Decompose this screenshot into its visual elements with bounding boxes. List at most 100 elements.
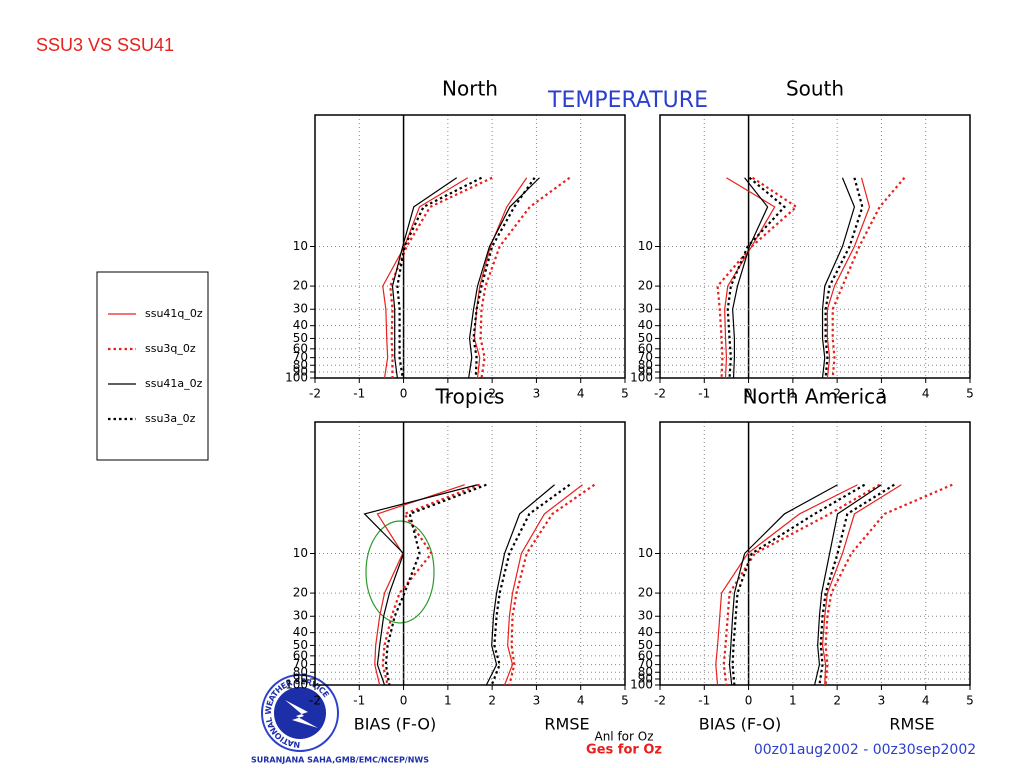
rmse-line [821,484,902,686]
x-tick-label: 2 [833,387,841,401]
panel-title: North [442,77,498,101]
x-tick-label: 0 [400,387,408,401]
x-tick-label: -2 [309,387,321,401]
x-tick-label: 3 [878,694,886,708]
chart-title: TEMPERATURE [547,88,708,113]
footer-ges: Ges for Oz [586,743,662,758]
x-tick-label: -2 [654,387,666,401]
footer-credit: SURANJANA SAHA,GMB/EMC/NCEP/NWS [251,756,429,765]
bias-line [396,176,483,379]
y-tick-label: 20 [293,586,308,600]
panel: Tropics-2 -1 0 1 2 3 4 5102030405060708090100BI… [285,385,629,734]
x-tick-label: 4 [577,387,585,401]
x-tick-label: 2 [488,694,496,708]
y-tick-label: 90 [293,671,308,685]
bias-line [732,177,769,379]
y-tick-label: 70 [293,350,308,364]
y-tick-label: 70 [638,657,653,671]
legend-label: ssu3a_0z [145,412,196,425]
rmse-line [831,177,906,379]
rmse-line [485,484,555,686]
y-tick-label: 40 [638,625,653,639]
bias-line [722,483,881,686]
y-tick-label: 50 [293,638,308,652]
bias-line [728,484,838,686]
legend-label: ssu41a_0z [145,377,203,390]
x-tick-label: 0 [400,694,408,708]
y-tick-label: 20 [638,586,653,600]
rmse-line [503,484,583,686]
footer-period: 00z01aug2002 - 00z30sep2002 [754,742,976,758]
y-tick-label: 80 [293,665,308,679]
bias-line [381,483,481,686]
rmse-line [472,177,536,379]
x-tick-label: 5 [966,387,974,401]
y-tick-label: 40 [638,318,653,332]
plot-frame [314,114,626,379]
rmse-line [479,176,571,379]
rmse-line [813,484,882,686]
x-tick-label: 4 [577,694,585,708]
x-tick-label: 1 [789,387,797,401]
x-tick-label: 1 [444,387,452,401]
x-tick-label: -1 [353,694,365,708]
y-tick-label: 60 [293,341,308,355]
y-tick-label: 30 [638,302,653,316]
rmse-line [468,177,540,379]
highlight-ellipse [365,520,435,624]
y-tick-label: 50 [638,331,653,345]
y-tick-label: 40 [293,318,308,332]
rmse-line [490,483,571,686]
x-tick-label: 1 [444,694,452,708]
y-tick-label: 100 [285,371,308,385]
rmse-line [824,177,864,379]
y-tick-label: 60 [293,648,308,662]
rmse-line [508,483,596,686]
legend-label: ssu41q_0z [145,307,203,320]
legend-label: ssu3q_0z [145,342,196,355]
panel: North America-2 -1 0 1 2 3 4 510203040506070809… [630,385,974,734]
x-tick-label: 5 [966,694,974,708]
y-tick-label: 30 [638,609,653,623]
rmse-line [826,177,871,379]
y-tick-label: 10 [293,239,308,253]
bias-line [716,176,799,379]
x-tick-label: 0 [745,387,753,401]
x-tick-label: -1 [698,694,710,708]
y-tick-label: 20 [638,279,653,293]
y-tick-label: 10 [293,546,308,560]
y-tick-label: 40 [293,625,308,639]
y-tick-label: 50 [638,638,653,652]
x-axis-label-bias: BIAS (F-O) [699,715,781,734]
x-tick-label: 2 [488,387,496,401]
y-tick-label: 60 [638,648,653,662]
x-axis-label-rmse: RMSE [889,715,934,734]
bias-line [374,484,465,686]
bias-line [731,483,866,686]
panel-title: North America [743,385,888,409]
y-tick-label: 30 [293,609,308,623]
y-tick-label: 30 [293,302,308,316]
x-tick-label: 3 [878,387,886,401]
y-tick-label: 90 [293,364,308,378]
legend-box [96,271,209,461]
x-axis-label-rmse: RMSE [544,715,589,734]
y-tick-label: 100 [630,371,653,385]
y-tick-label: 10 [638,239,653,253]
y-tick-label: 50 [293,331,308,345]
panel-title: South [786,77,844,101]
y-tick-label: 70 [638,350,653,364]
x-axis-label-bias: BIAS (F-O) [354,715,436,734]
bias-line [726,176,787,379]
y-tick-label: 90 [638,671,653,685]
nws-logo: NATIONAL WEATHER SERVICE [261,674,339,752]
bias-line [715,484,858,686]
y-tick-label: 100 [630,678,653,692]
panel-title: Tropics [435,385,505,409]
x-tick-label: -1 [353,387,365,401]
x-tick-label: 4 [922,694,930,708]
logo-bolt [285,700,318,728]
x-tick-label: 3 [533,694,541,708]
y-tick-label: 60 [638,341,653,355]
